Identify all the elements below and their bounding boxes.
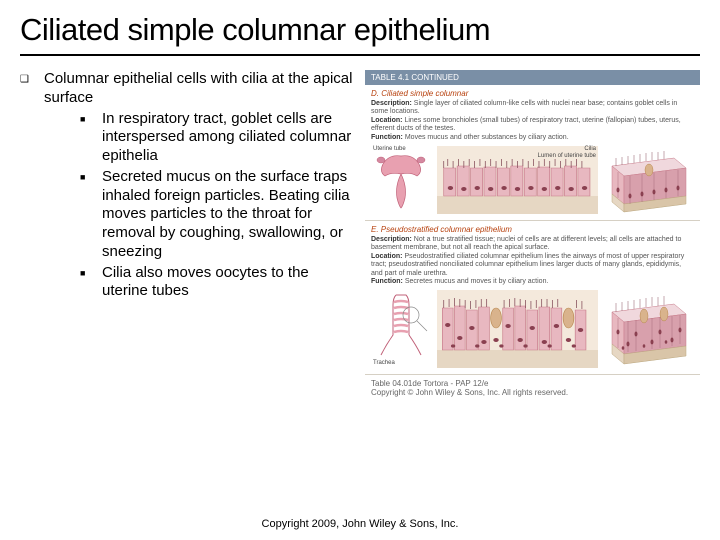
micrograph-icon <box>437 290 598 368</box>
figure-illustration-row: Uterine tube <box>371 146 694 214</box>
tissue-3d-diagram-e <box>604 290 694 368</box>
bullet-lvl2-item: ■ Cilia also moves oocytes to the uterin… <box>80 264 355 302</box>
bullet-lvl1: ❑ Columnar epithelial cells with cilia a… <box>20 70 355 301</box>
uterus-icon <box>371 146 431 214</box>
bullet-lvl2-list: ■ In respiratory tract, goblet cells are… <box>44 110 355 302</box>
slide-copyright: Copyright 2009, John Wiley & Sons, Inc. <box>0 518 720 530</box>
micrograph-e <box>437 290 598 368</box>
bullet-marker-square-solid: ■ <box>80 110 92 166</box>
bullet-marker-square-outline: ❑ <box>20 70 34 301</box>
micro-label: Uterine tube <box>373 146 406 153</box>
organ-diagram-trachea: Trachea <box>371 290 431 368</box>
bullet-lvl1-text: Columnar epithelial cells with cilia at … <box>44 70 352 106</box>
trachea-icon <box>371 290 431 368</box>
tissue-3d-diagram-d <box>604 146 694 214</box>
figure-illustration-row: Trachea <box>371 290 694 368</box>
slide-title: Ciliated simple columnar epithelium <box>20 12 700 56</box>
figure-table-header: TABLE 4.1 CONTINUED <box>365 70 700 85</box>
figure-description: Description: Single layer of ciliated co… <box>371 100 694 142</box>
bullet-marker-square-solid: ■ <box>80 264 92 302</box>
content-row: ❑ Columnar epithelial cells with cilia a… <box>20 70 700 401</box>
bullet-lvl2-item: ■ Secreted mucus on the surface traps in… <box>80 168 355 262</box>
slide: Ciliated simple columnar epithelium ❑ Co… <box>0 0 720 540</box>
bullet-lvl2-text: Secreted mucus on the surface traps inha… <box>102 168 355 262</box>
micrograph-d: Cilia Lumen of uterine tube <box>437 146 598 214</box>
figure-source: Table 04.01de Tortora - PAP 12/e Copyrig… <box>365 375 700 401</box>
micro-label: Trachea <box>373 360 395 367</box>
micro-label-group: Cilia Lumen of uterine tube <box>526 146 596 159</box>
tissue-3d-icon <box>604 290 694 368</box>
bullet-lvl2-item: ■ In respiratory tract, goblet cells are… <box>80 110 355 166</box>
figure-section-e: E. Pseudostratified columnar epithelium … <box>365 221 700 375</box>
figure-section-label: D. Ciliated simple columnar <box>371 89 694 98</box>
bullet-list: ❑ Columnar epithelial cells with cilia a… <box>20 70 355 401</box>
organ-diagram-uterus: Uterine tube <box>371 146 431 214</box>
tissue-3d-icon <box>604 146 694 214</box>
figure-description: Description: Not a true stratified tissu… <box>371 236 694 286</box>
figure-section-label: E. Pseudostratified columnar epithelium <box>371 225 694 234</box>
figure-area: TABLE 4.1 CONTINUED D. Ciliated simple c… <box>365 70 700 401</box>
figure-section-d: D. Ciliated simple columnar Description:… <box>365 85 700 221</box>
bullet-marker-square-solid: ■ <box>80 168 92 262</box>
bullet-lvl2-text: Cilia also moves oocytes to the uterine … <box>102 264 355 302</box>
bullet-lvl2-text: In respiratory tract, goblet cells are i… <box>102 110 355 166</box>
